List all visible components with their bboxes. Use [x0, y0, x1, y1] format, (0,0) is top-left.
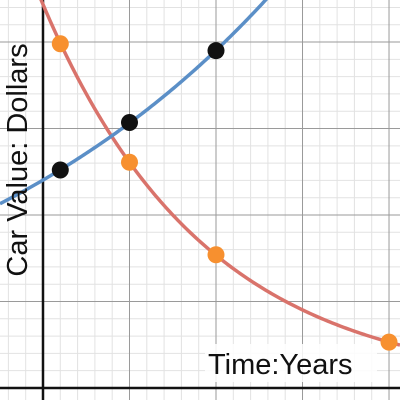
point: [120, 113, 138, 131]
point: [51, 161, 69, 179]
point: [207, 246, 225, 264]
point: [207, 42, 225, 60]
point: [120, 153, 138, 171]
fit-curve: [39, 0, 400, 347]
marks: [51, 35, 398, 351]
point: [380, 333, 398, 351]
y-axis-label: Car Value: Dollars: [2, 43, 34, 276]
x-axis-label: Time:Years: [208, 349, 353, 381]
point: [51, 35, 69, 53]
label-backdrop: [205, 344, 377, 382]
